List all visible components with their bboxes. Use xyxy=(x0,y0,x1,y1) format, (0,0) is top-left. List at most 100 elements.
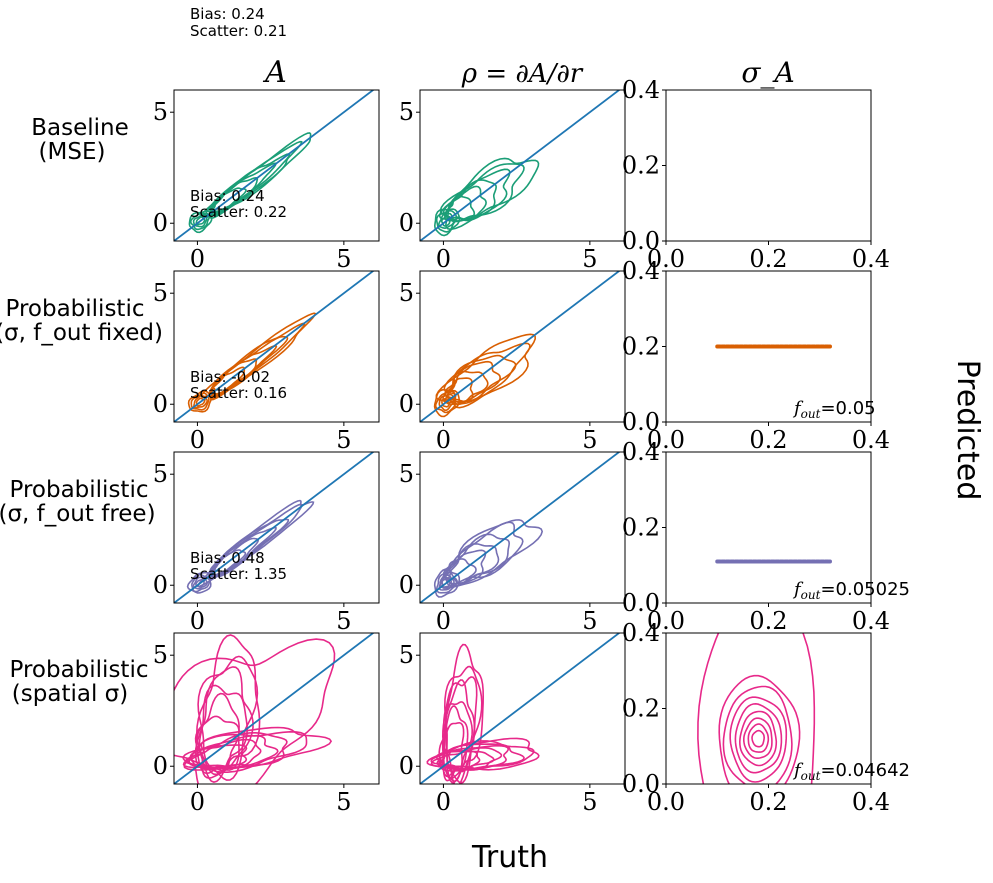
bias-label: Bias: -0.02 xyxy=(190,368,270,386)
y-tick-label: 0 xyxy=(153,209,168,237)
x-tick-label: 0 xyxy=(436,788,451,816)
contour-line xyxy=(426,737,540,771)
x-tick-label: 0.2 xyxy=(749,426,787,454)
contour-line xyxy=(743,717,773,759)
x-tick-label: 0.2 xyxy=(749,607,787,635)
identity-line xyxy=(174,452,375,603)
plot-area xyxy=(174,90,375,241)
fout-label: fout=0.05025 xyxy=(792,579,910,602)
contour-line xyxy=(751,729,766,748)
panel-spatial-sigma: 0.0 0.2 0.4 0.0 0.2 0.4 fout=0.04642 xyxy=(622,619,910,816)
y-tick-label: 0.2 xyxy=(622,695,660,723)
axes-frame xyxy=(173,632,380,785)
axes-frame xyxy=(419,632,626,785)
x-tick-label: 5 xyxy=(582,607,597,635)
y-tick-label: 0 xyxy=(399,752,414,780)
row-label-3-line2: (spatial σ) xyxy=(12,681,128,707)
x-tick-label: 5 xyxy=(582,245,597,273)
contour-line xyxy=(433,568,461,598)
plot-area xyxy=(420,90,621,241)
identity-line xyxy=(420,633,621,784)
x-axis-label: Truth xyxy=(471,840,548,875)
contour-line xyxy=(435,571,458,594)
y-tick-label: 0.2 xyxy=(622,333,660,361)
contour-line xyxy=(438,393,455,412)
x-tick-label: 0 xyxy=(190,788,205,816)
row-label-1-line2: (σ, f_out fixed) xyxy=(0,320,163,346)
contour-line xyxy=(436,750,481,770)
fout-label: fout=0.05 xyxy=(792,398,876,421)
plot-area xyxy=(697,633,816,784)
top-bias: Bias: 0.24 xyxy=(190,5,265,23)
contour-line xyxy=(442,360,502,404)
fout-label: fout=0.04642 xyxy=(792,760,910,783)
axes-frame xyxy=(419,451,626,604)
y-tick-label: 5 xyxy=(399,98,414,126)
x-tick-label: 0.0 xyxy=(647,245,685,273)
panel-free-rho: 0 5 0 5 xyxy=(399,451,626,635)
contour-line xyxy=(433,208,461,237)
contour-line xyxy=(718,674,801,784)
contour-line xyxy=(738,710,778,767)
fout-subscript: out xyxy=(801,407,821,421)
x-tick-label: 0 xyxy=(436,426,451,454)
contour-line xyxy=(442,179,497,223)
x-tick-label: 0 xyxy=(436,245,451,273)
y-tick-label: 0.0 xyxy=(622,770,660,798)
contour-line xyxy=(444,533,511,588)
contour-line xyxy=(198,684,249,783)
identity-line xyxy=(420,271,621,422)
y-tick-label: 5 xyxy=(153,279,168,307)
y-tick-label: 5 xyxy=(153,98,168,126)
contour-line xyxy=(430,744,510,771)
identity-line xyxy=(420,452,621,603)
contour-line xyxy=(747,723,770,753)
contour-line xyxy=(188,738,262,770)
row-label-2-line1: Probabilistic xyxy=(10,477,149,503)
plot-area xyxy=(174,452,375,603)
y-tick-label: 5 xyxy=(153,460,168,488)
bias-label: Bias: 0.48 xyxy=(190,549,265,567)
contour-line xyxy=(722,685,793,784)
identity-line xyxy=(174,90,375,241)
x-tick-label: 0.4 xyxy=(852,788,890,816)
plot-area xyxy=(174,633,375,784)
row-label-0-line2: (MSE) xyxy=(39,139,106,165)
contour-line xyxy=(440,215,452,227)
x-tick-label: 5 xyxy=(336,788,351,816)
identity-line xyxy=(174,633,375,784)
x-tick-label: 0.2 xyxy=(749,788,787,816)
axes-frame xyxy=(173,89,380,242)
x-tick-label: 0 xyxy=(436,607,451,635)
x-tick-label: 0.2 xyxy=(749,245,787,273)
contour-line xyxy=(446,370,489,405)
panel-baseline-rho: 0 5 0 5 xyxy=(399,89,626,273)
contour-line xyxy=(438,574,455,591)
contour-line xyxy=(441,577,453,589)
contour-line xyxy=(433,388,461,418)
identity-line xyxy=(420,90,621,241)
y-tick-label: 5 xyxy=(399,279,414,307)
axes-frame xyxy=(419,89,626,242)
row-label-0-line1: Baseline xyxy=(31,115,129,141)
contour-line xyxy=(444,542,500,587)
contour-line xyxy=(194,715,240,779)
top-scatter: Scatter: 0.21 xyxy=(190,22,287,40)
row-label-2-line2: (σ, f_out free) xyxy=(0,501,156,527)
x-tick-label: 0.4 xyxy=(852,245,890,273)
col-title-rho: ρ = ∂A/∂r xyxy=(461,59,584,89)
panel-fixed-sigma: 0.0 0.2 0.4 0.0 0.2 0.4 fout=0.05 xyxy=(622,257,890,454)
y-tick-label: 0 xyxy=(399,571,414,599)
contour-line xyxy=(438,721,465,780)
contour-line xyxy=(197,655,259,781)
panel-spatial-rho: 0 5 0 5 xyxy=(399,632,626,816)
plot-area xyxy=(420,633,621,784)
y-tick-label: 5 xyxy=(399,460,414,488)
plot-area xyxy=(174,271,375,422)
fout-value: =0.05025 xyxy=(820,579,910,600)
y-tick-label: 5 xyxy=(399,641,414,669)
